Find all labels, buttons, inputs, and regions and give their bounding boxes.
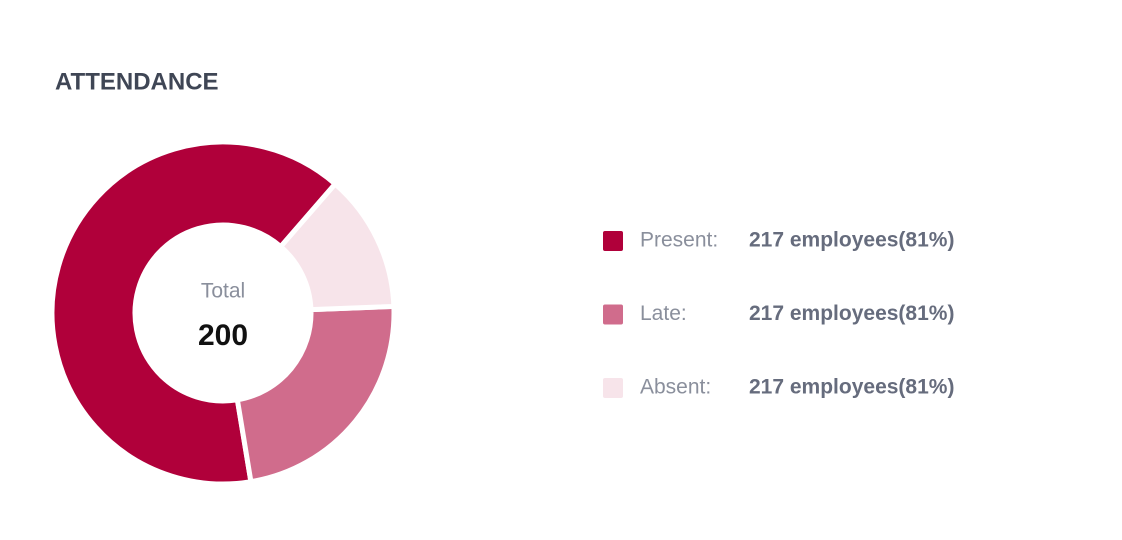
legend-swatch	[603, 378, 623, 398]
legend-detail: 217 employees(81%)	[749, 229, 954, 252]
legend-label: Late:	[640, 302, 687, 325]
legend-label: Absent:	[640, 376, 711, 399]
donut-segment	[234, 303, 397, 485]
chart-title: ATTENDANCE	[55, 68, 219, 95]
donut-segment	[277, 180, 397, 313]
donut-segment	[49, 139, 339, 487]
legend-label: Present:	[640, 229, 718, 252]
center-label: Total	[201, 280, 245, 303]
legend-detail: 217 employees(81%)	[749, 302, 954, 325]
legend-swatch	[603, 231, 623, 251]
center-value: 200	[198, 319, 248, 352]
legend-detail: 217 employees(81%)	[749, 376, 954, 399]
legend-swatch	[603, 304, 623, 325]
